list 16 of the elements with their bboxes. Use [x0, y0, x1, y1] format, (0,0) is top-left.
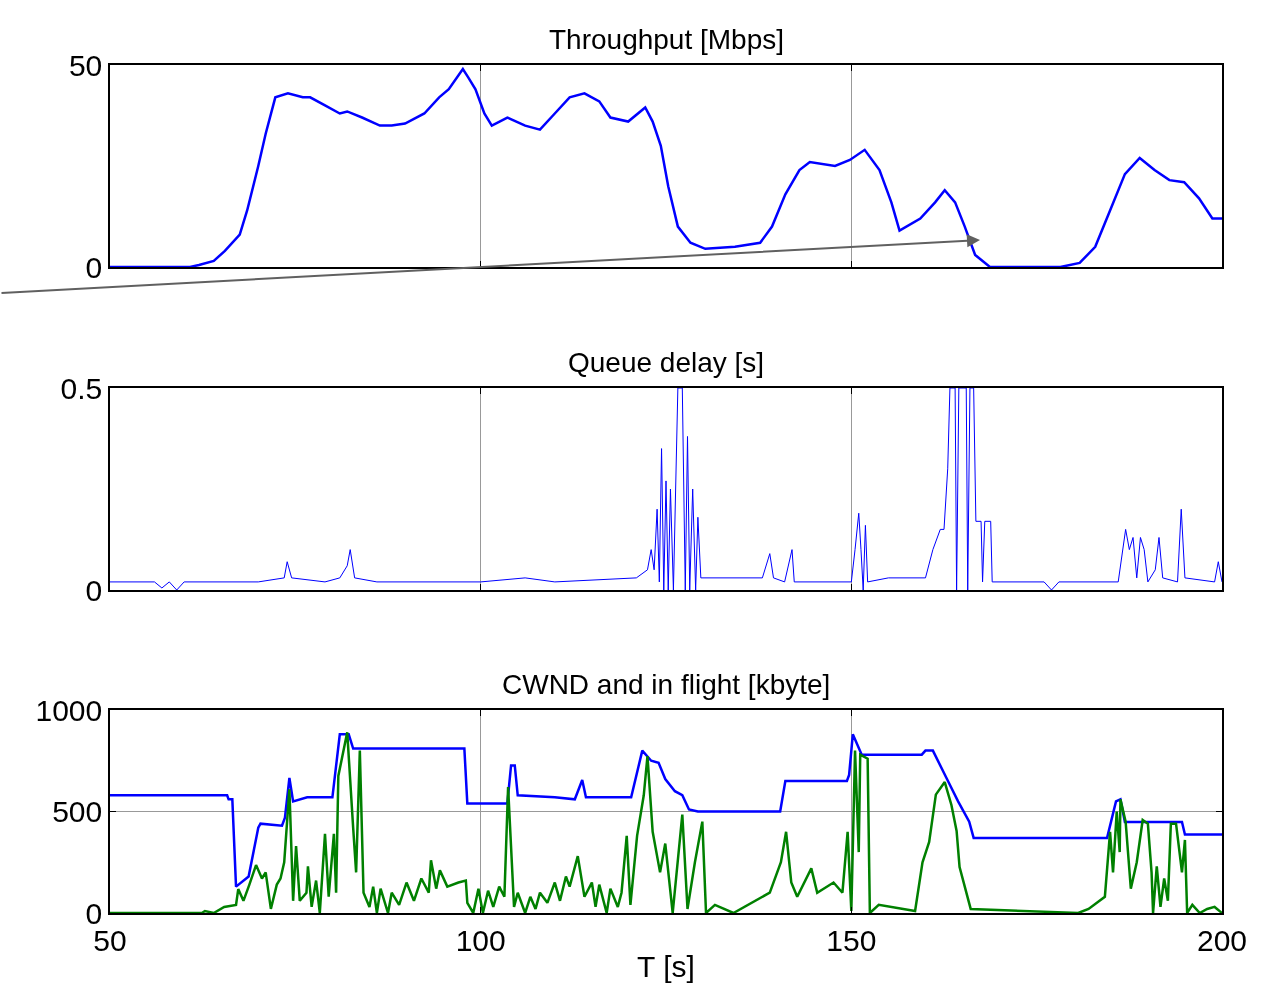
- y-tick-label: 0: [85, 896, 103, 930]
- chart-title: Queue delay [s]: [568, 347, 765, 378]
- line-series: [110, 67, 1222, 267]
- y-tick-label: 50: [68, 48, 103, 82]
- y-tick-label: 1000: [35, 693, 103, 727]
- chart-title: Throughput [Mbps]: [549, 24, 785, 55]
- x-tick-label: 200: [1196, 923, 1248, 957]
- chart-title: CWND and in flight [kbyte]: [502, 669, 831, 700]
- y-tick-label: 0.5: [60, 371, 103, 405]
- x-tick-label: 150: [826, 923, 877, 957]
- y-tick-label: 0: [85, 573, 103, 607]
- x-axis-title: T [s]: [637, 949, 695, 983]
- y-tick-label: 0: [85, 250, 103, 284]
- line-series: [110, 388, 1222, 590]
- y-tick-label: 500: [52, 795, 103, 828]
- x-tick-label: 100: [455, 923, 506, 957]
